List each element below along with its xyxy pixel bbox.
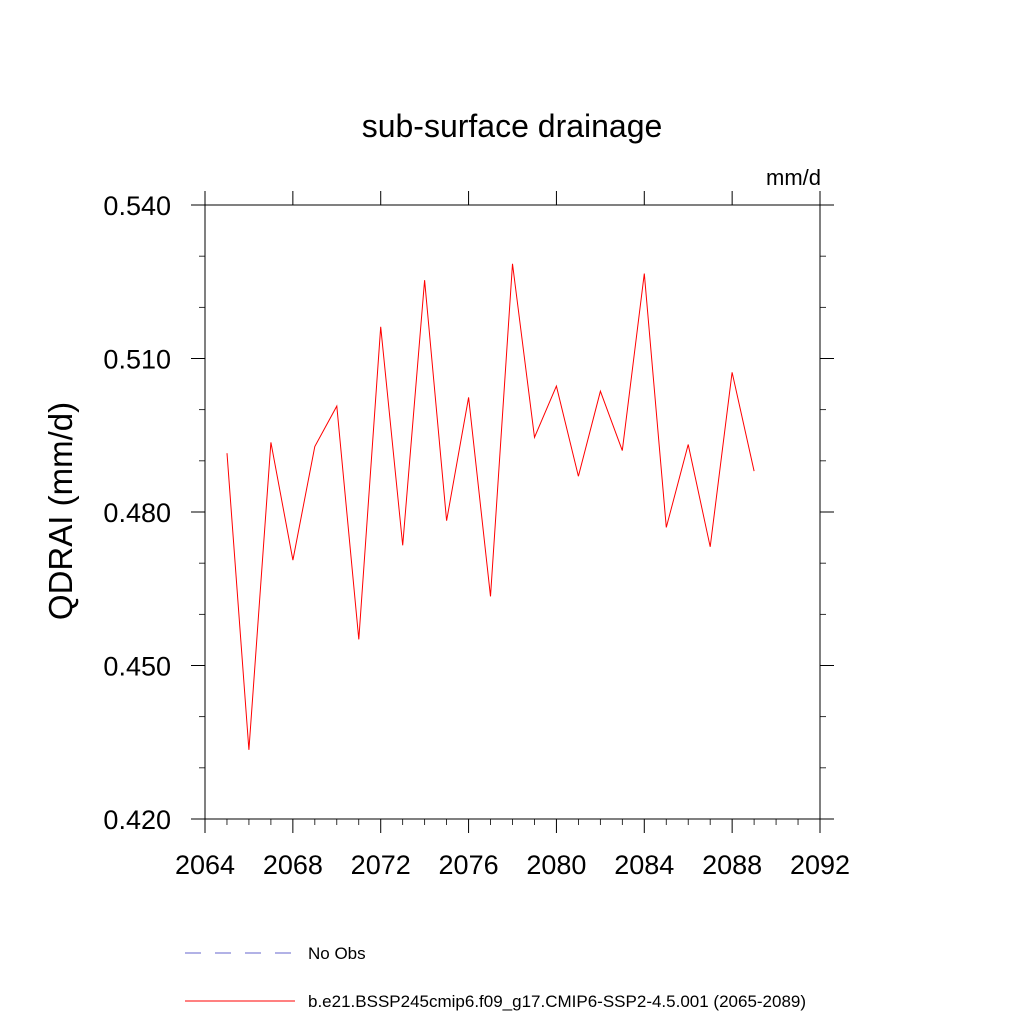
y-tick-label: 0.420 bbox=[103, 805, 171, 835]
series-layer bbox=[226, 263, 755, 750]
axis-ticks bbox=[191, 191, 834, 833]
x-tick-label: 2092 bbox=[790, 850, 850, 880]
tick-labels: 2064 2068 2072 2076 2080 2084 2088 2092 0.420 0.4… bbox=[103, 191, 850, 880]
y-tick-label: 0.480 bbox=[103, 498, 171, 528]
legend-label: b.e21.BSSP245cmip6.f09_g17.CMIP6-SSP2-4.… bbox=[308, 992, 806, 1011]
x-tick-label: 2076 bbox=[439, 850, 499, 880]
y-axis-label: QDRAI (mm/d) bbox=[42, 402, 79, 620]
y-tick-label: 0.450 bbox=[103, 652, 171, 682]
x-tick-label: 2072 bbox=[351, 850, 411, 880]
legend: No Obs b.e21.BSSP245cmip6.f09_g17.CMIP6-S… bbox=[185, 944, 806, 1011]
legend-label: No Obs bbox=[308, 944, 366, 963]
x-tick-label: 2080 bbox=[526, 850, 586, 880]
chart-title: sub-surface drainage bbox=[362, 108, 663, 144]
x-tick-label: 2084 bbox=[614, 850, 674, 880]
x-tick-label: 2064 bbox=[175, 850, 235, 880]
series-line bbox=[226, 263, 755, 750]
plot-frame bbox=[204, 204, 821, 820]
y-tick-label: 0.510 bbox=[103, 345, 171, 375]
x-tick-label: 2088 bbox=[702, 850, 762, 880]
units-label: mm/d bbox=[766, 165, 821, 190]
y-tick-label: 0.540 bbox=[103, 191, 171, 221]
x-tick-label: 2068 bbox=[263, 850, 323, 880]
